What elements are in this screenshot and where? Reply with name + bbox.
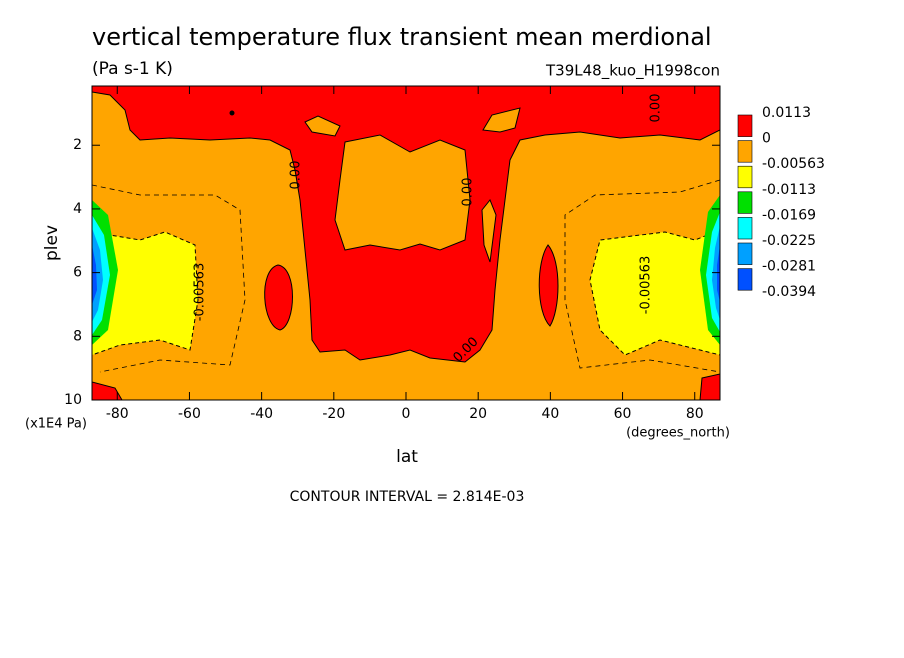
contour-region [481, 199, 497, 263]
colorbar-box [737, 165, 753, 189]
colorbar-box [737, 242, 753, 265]
dataset-label: T39L48_kuo_H1998con [545, 62, 720, 81]
contour-region [699, 373, 720, 400]
colorbar-label: -0.0394 [762, 284, 816, 300]
x-tick-label: 60 [614, 406, 632, 422]
colorbar-label: 0 [762, 131, 771, 147]
colorbar-label: -0.0169 [762, 207, 816, 223]
contour-region [264, 264, 293, 331]
contour-region [717, 245, 720, 302]
contour-region [589, 229, 720, 356]
y-axis-label: plev [42, 225, 62, 261]
contour-region [92, 231, 199, 356]
contour-region [92, 245, 97, 305]
y-tick-label: 6 [73, 265, 82, 281]
x-tick-label: -80 [106, 406, 129, 422]
contour-label: 0.00 [649, 94, 664, 123]
contour-label: 0.00 [289, 161, 304, 190]
x-tick-label: 0 [402, 406, 411, 422]
y-tick-label: 2 [73, 137, 82, 153]
contour-region [334, 134, 471, 251]
x-tick-label: -40 [250, 406, 273, 422]
contour-label: -0.00563 [193, 263, 208, 321]
x-axis-label: lat [396, 447, 418, 467]
contour-label: 0.00 [461, 178, 476, 207]
contour-region [92, 381, 123, 400]
colorbar-box [737, 191, 753, 214]
contour-region [482, 107, 521, 133]
colorbar-box [737, 114, 753, 137]
colorbar-box [737, 217, 753, 240]
contour-field: 0.000.000.000.00-0.00563 -0.00563 [92, 86, 720, 400]
y-tick-label: 8 [73, 328, 82, 344]
contour-region [538, 244, 559, 327]
contour-label: -0.00563 [639, 256, 654, 314]
colorbar-label: -0.0225 [762, 233, 816, 249]
colorbar-label: -0.0281 [762, 259, 816, 275]
contour-interval: CONTOUR INTERVAL = 2.814E-03 [290, 489, 525, 505]
colorbar-label: -0.0113 [762, 182, 816, 198]
y-axis-units: (x1E4 Pa) [25, 417, 87, 432]
x-tick-label: -60 [178, 406, 201, 422]
y-tick-label: 4 [73, 201, 82, 217]
contour-region [229, 110, 235, 116]
x-axis-units: (degrees_north) [626, 426, 730, 441]
y-tick-label: 10 [64, 392, 82, 408]
contour-line [92, 184, 246, 373]
colorbar-box [737, 268, 753, 291]
x-tick-label: 40 [541, 406, 559, 422]
x-tick-label: -20 [322, 406, 345, 422]
colorbar-label: -0.00563 [762, 156, 825, 172]
colorbar-box [737, 140, 753, 163]
chart-title: vertical temperature flux transient mean… [92, 23, 712, 51]
chart-subtitle: (Pa s-1 K) [92, 59, 173, 79]
x-tick-label: 80 [686, 406, 704, 422]
contour-line [564, 179, 720, 373]
x-tick-label: 20 [469, 406, 487, 422]
contour-region [92, 228, 103, 322]
contour-region [304, 115, 341, 137]
colorbar-label: 0.0113 [762, 105, 811, 121]
